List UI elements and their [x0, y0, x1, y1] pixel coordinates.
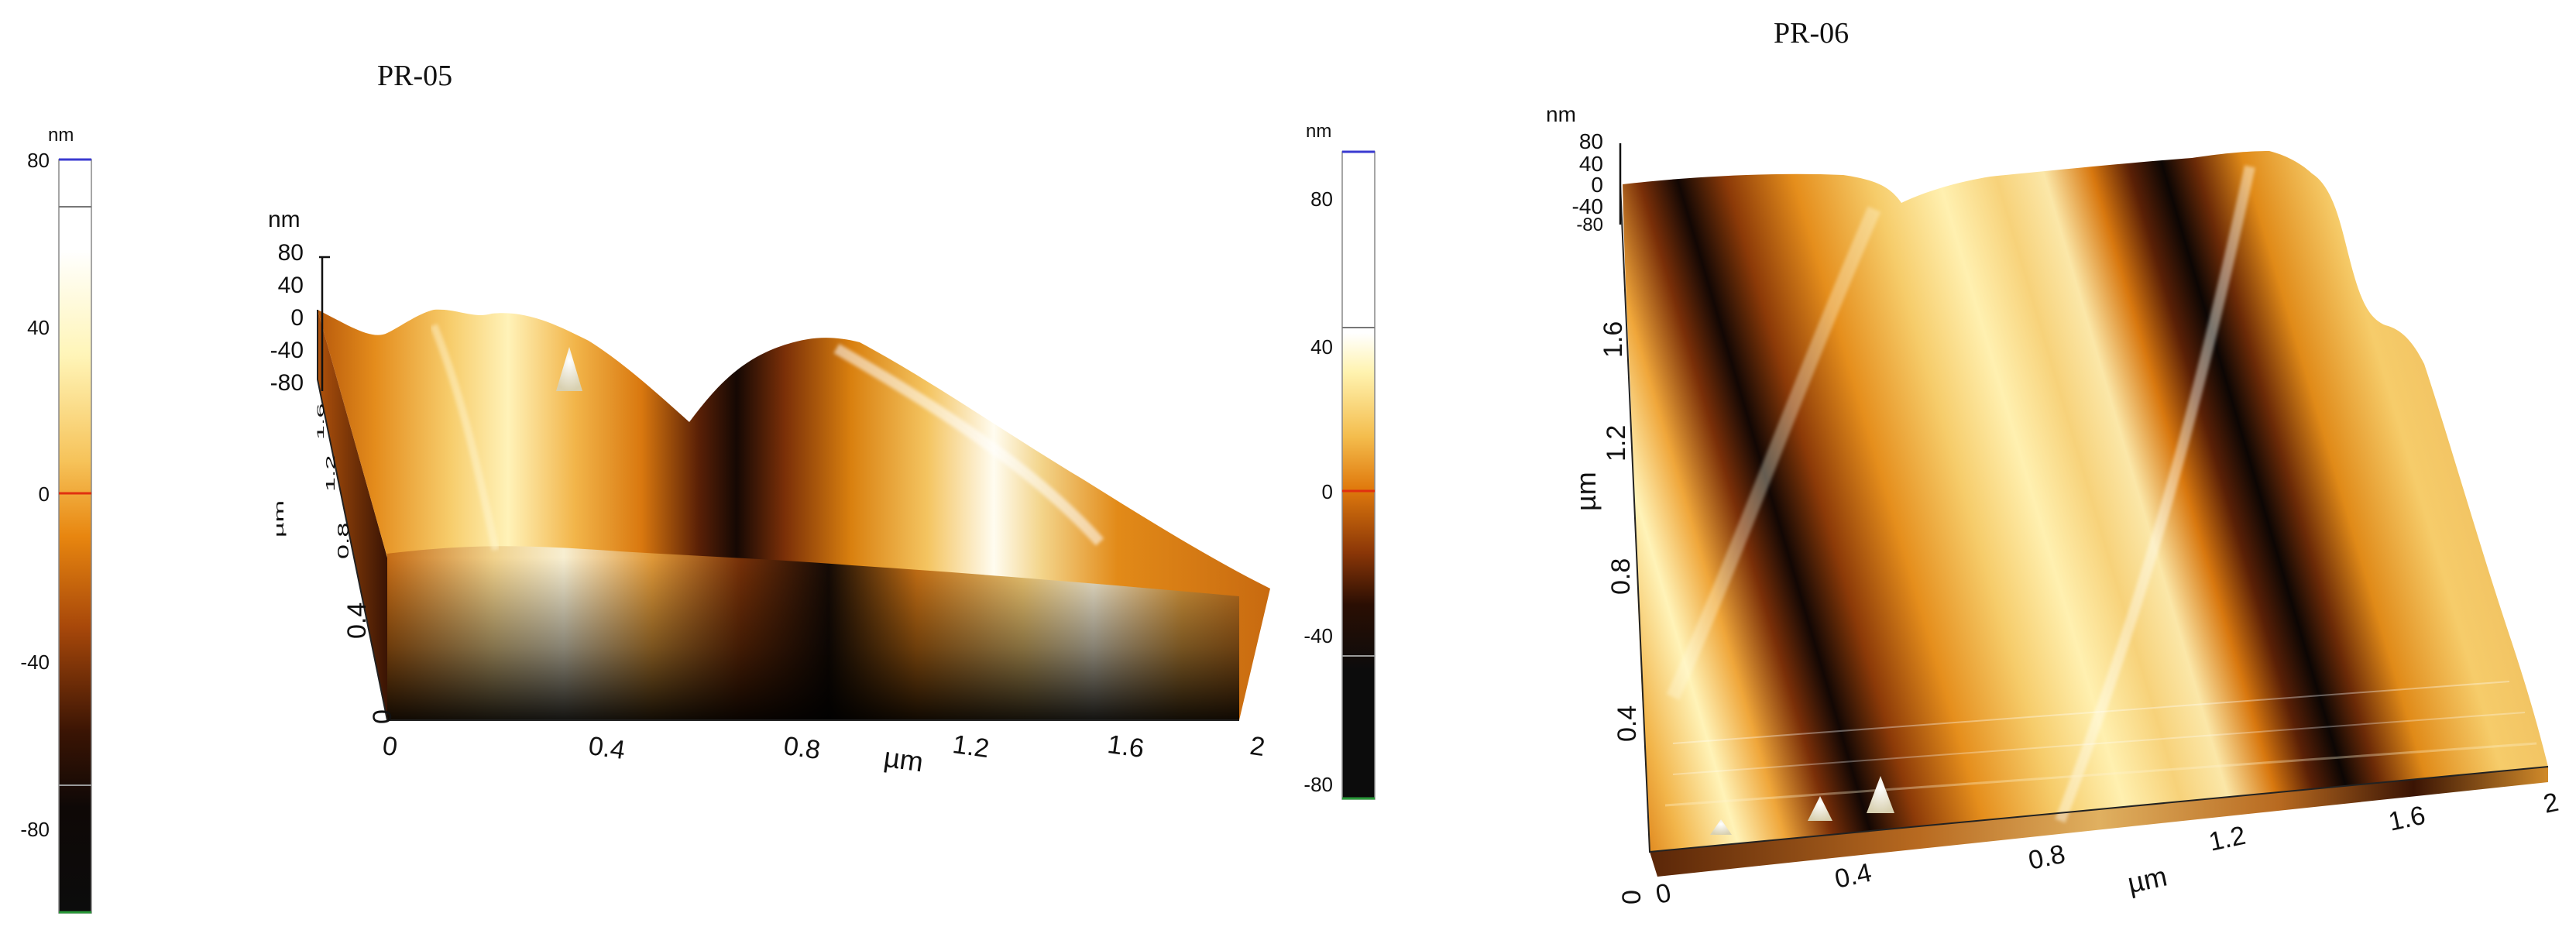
- x-tick: 1.6: [2386, 801, 2428, 837]
- y-tick: 0.8: [1606, 558, 1636, 595]
- y-tick: 1.2: [1602, 425, 1631, 462]
- x-tick: 0.4: [586, 731, 627, 765]
- ridge-highlight: [833, 343, 1104, 546]
- y-axis-unit: µm: [1570, 472, 1602, 511]
- y-tick: 0.4: [1613, 705, 1642, 742]
- colorbar-pr06: nm 80 40 0 -40 -80: [1303, 121, 1376, 800]
- surface-side-face: [318, 310, 387, 720]
- colorbar-unit: nm: [1306, 121, 1331, 142]
- surface-top: [1623, 151, 2548, 852]
- z-tick: -40: [1572, 194, 1603, 218]
- colorbar-tick: 80: [1310, 187, 1333, 211]
- surface-front-shade: [387, 546, 1239, 720]
- z-tick: 40: [1579, 152, 1603, 176]
- panel-title-pr05: PR-05: [377, 60, 452, 92]
- x-axis-pr05: 0 0.4 0.8 µm 1.2 1.6 2: [381, 729, 1267, 778]
- z-tick: 0: [1591, 173, 1603, 197]
- surface-spike: [1867, 776, 1894, 813]
- x-tick: 0: [1654, 878, 1674, 910]
- z-tick: -80: [1576, 215, 1603, 235]
- y-tick: 1.2: [324, 455, 337, 492]
- x-tick: 0.4: [1832, 858, 1874, 894]
- y-axis-pr06: 0 0.4 0.8 µm 1.2 1.6: [1570, 321, 1647, 905]
- x-tick: 0.8: [781, 731, 822, 765]
- z-tick: 80: [278, 240, 304, 266]
- scan-line: [1664, 742, 2537, 807]
- x-tick: 1.2: [2207, 821, 2248, 857]
- x-tick: 0: [381, 731, 400, 762]
- z-tick: 80: [1579, 129, 1603, 153]
- surface-spike: [556, 347, 582, 391]
- scan-line: [1672, 712, 2526, 775]
- y-tick: 0: [1617, 890, 1647, 905]
- colorbar-tick: 80: [27, 149, 50, 172]
- colorbar-tick: -80: [20, 818, 50, 841]
- z-axis-pr06: nm 80 40 0 -40 -80: [1546, 102, 1622, 235]
- y-tick: 1.6: [1599, 321, 1628, 358]
- colorbar-tick: 40: [27, 316, 50, 339]
- y-tick: 1.6: [316, 403, 326, 440]
- colorbar-tick: -40: [20, 651, 50, 674]
- x-axis-unit: µm: [2124, 860, 2169, 899]
- y-tick: 0.4: [342, 602, 372, 639]
- y-tick: 0: [368, 709, 397, 724]
- y-axis-unit: µm: [272, 500, 287, 537]
- afm-surface-pr06: [1619, 151, 2549, 877]
- x-tick: 2: [1249, 731, 1267, 762]
- colorbar-unit: nm: [48, 125, 74, 146]
- surface-spike: [1710, 819, 1732, 835]
- y-axis-pr05: 0 0.4 0.8 1.2 1.6 µm: [272, 403, 397, 724]
- z-axis-unit: nm: [268, 207, 301, 232]
- colorbar-tick: 40: [1310, 335, 1333, 359]
- z-axis-pr05: nm 80 40 0 -40 -80: [268, 207, 330, 396]
- axis-frame: [317, 310, 1239, 721]
- afm-surface-pr05: [317, 309, 1270, 721]
- colorbar-tick: 0: [1322, 480, 1333, 503]
- axis-frame: [1619, 184, 2549, 853]
- z-tick: 40: [278, 273, 304, 298]
- x-tick: 1.2: [950, 729, 991, 764]
- x-axis-unit: µm: [882, 741, 926, 778]
- z-tick: -80: [270, 370, 304, 396]
- x-tick: 1.6: [1105, 729, 1145, 764]
- y-tick: 0.8: [335, 523, 352, 559]
- colorbar-pr05: nm 80 40 0 -40 -80: [20, 125, 92, 914]
- ridge-highlight: [430, 324, 500, 551]
- z-tick: -40: [270, 338, 304, 363]
- x-tick: 0.8: [2026, 839, 2068, 876]
- z-axis-unit: nm: [1546, 102, 1576, 126]
- panel-pr06: PR-06 nm 80 40 0 -40 -80: [1303, 17, 2561, 910]
- panel-pr05: PR-05 nm 80 40 0 -40 -80: [20, 60, 1270, 914]
- colorbar-tick: -40: [1303, 624, 1333, 647]
- scan-line: [1672, 681, 2510, 744]
- colorbar-scale: [1341, 151, 1376, 800]
- ridge-highlight: [1666, 206, 1881, 700]
- colorbar-tick: 0: [39, 482, 50, 506]
- surface-spike: [1808, 796, 1832, 821]
- surface-front-face: [1650, 767, 2548, 877]
- z-tick: 0: [290, 305, 304, 331]
- x-tick: 2: [2541, 788, 2561, 819]
- ridge-highlight: [2055, 165, 2255, 823]
- panel-title-pr06: PR-06: [1774, 17, 1849, 50]
- colorbar-tick: -80: [1303, 773, 1333, 796]
- colorbar-scale: [58, 159, 92, 914]
